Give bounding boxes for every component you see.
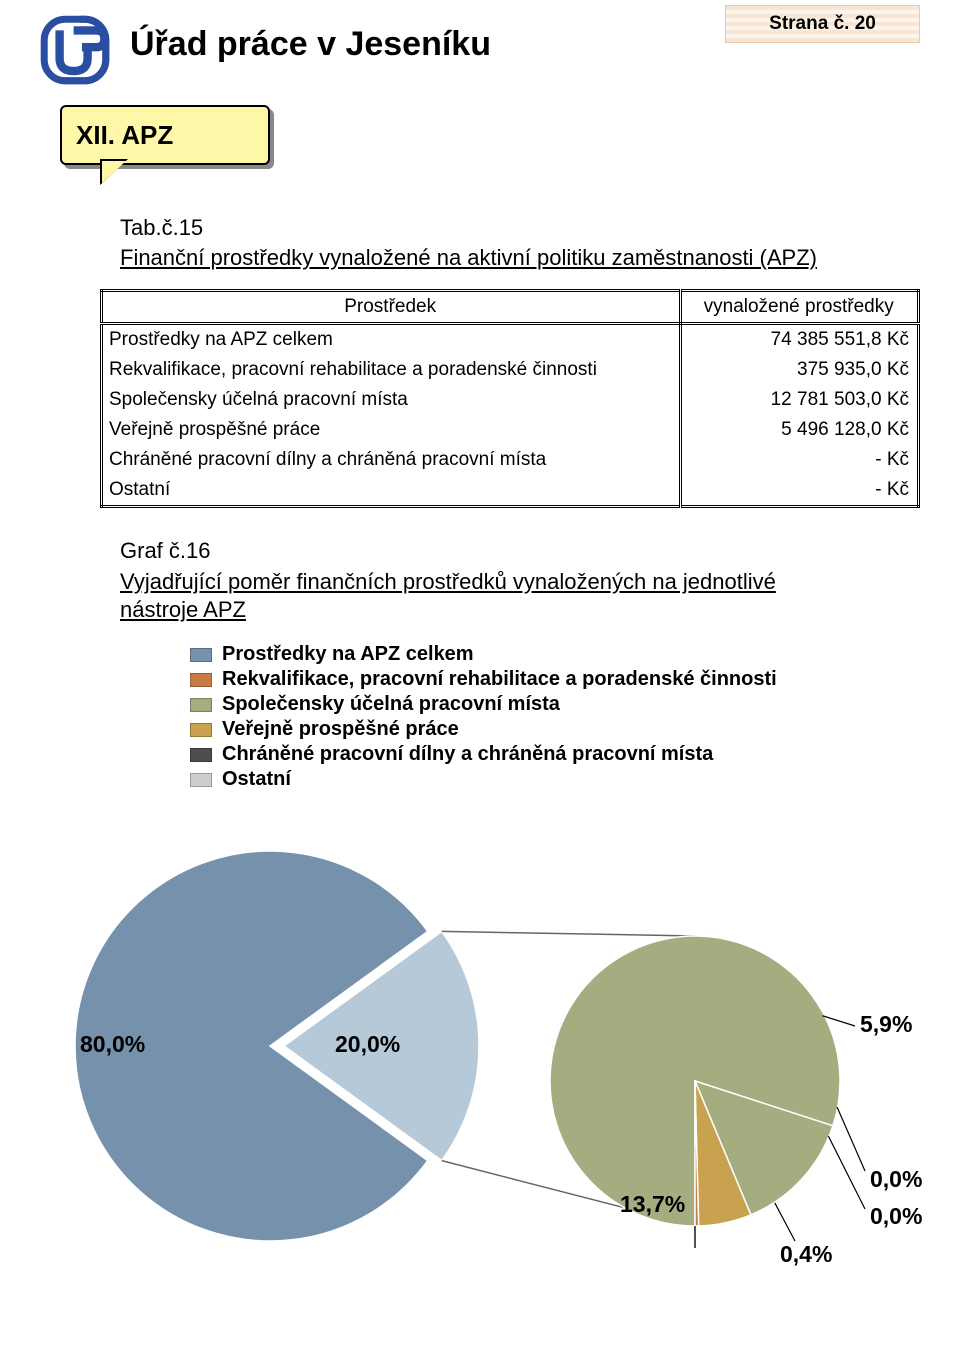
page-title: Úřad práce v Jeseníku: [130, 25, 491, 64]
legend-item: Ostatní: [190, 768, 920, 791]
legend-swatch: [190, 723, 212, 737]
chart-value-label: 13,7%: [620, 1191, 685, 1218]
legend-item: Společensky účelná pracovní místa: [190, 693, 920, 716]
legend-item: Chráněné pracovní dílny a chráněná praco…: [190, 743, 920, 766]
table-cell: 375 935,0 Kč: [681, 355, 919, 385]
legend-swatch: [190, 698, 212, 712]
table-head: vynaložené prostředky: [681, 291, 919, 324]
table-cell: Veřejně prospěšné práce: [102, 415, 681, 445]
table-cell: Chráněné pracovní dílny a chráněná praco…: [102, 445, 681, 475]
table-description: Finanční prostředky vynaložené na aktivn…: [120, 245, 920, 271]
chart-number: Graf č.16: [120, 538, 920, 564]
section-label: XII. APZ: [76, 120, 173, 151]
logo-icon: [40, 15, 110, 85]
chart-value-label: 80,0%: [80, 1031, 145, 1058]
table-number: Tab.č.15: [120, 215, 920, 241]
legend-swatch: [190, 773, 212, 787]
table-cell: 74 385 551,8 Kč: [681, 324, 919, 356]
section-callout: XII. APZ: [60, 105, 270, 165]
page-number-badge: Strana č. 20: [725, 5, 920, 43]
legend-label: Chráněné pracovní dílny a chráněná praco…: [222, 743, 713, 766]
table-cell: Ostatní: [102, 475, 681, 507]
table-head: Prostředek: [102, 291, 681, 324]
legend-swatch: [190, 748, 212, 762]
pie-chart: 80,0%20,0%13,7%5,9%0,4%0,0%0,0%: [60, 821, 940, 1261]
chart-value-label: 5,9%: [860, 1011, 912, 1038]
legend-label: Rekvalifikace, pracovní rehabilitace a p…: [222, 668, 777, 691]
table-cell: - Kč: [681, 475, 919, 507]
chart-value-label: 20,0%: [335, 1031, 400, 1058]
table-cell: - Kč: [681, 445, 919, 475]
legend-label: Ostatní: [222, 768, 291, 791]
legend-swatch: [190, 648, 212, 662]
legend-label: Společensky účelná pracovní místa: [222, 693, 560, 716]
legend-item: Prostředky na APZ celkem: [190, 643, 920, 666]
legend-swatch: [190, 673, 212, 687]
table-cell: Společensky účelná pracovní místa: [102, 385, 681, 415]
chart-value-label: 0,4%: [780, 1241, 832, 1268]
chart-value-label: 0,0%: [870, 1166, 922, 1193]
data-table: Prostředek vynaložené prostředky Prostře…: [100, 289, 920, 508]
chart-legend: Prostředky na APZ celkemRekvalifikace, p…: [190, 643, 920, 791]
chart-description: Vyjadřující poměr finančních prostředků …: [120, 568, 860, 623]
legend-label: Prostředky na APZ celkem: [222, 643, 474, 666]
table-cell: 5 496 128,0 Kč: [681, 415, 919, 445]
legend-item: Veřejně prospěšné práce: [190, 718, 920, 741]
chart-value-label: 0,0%: [870, 1203, 922, 1230]
legend-label: Veřejně prospěšné práce: [222, 718, 459, 741]
table-cell: Prostředky na APZ celkem: [102, 324, 681, 356]
legend-item: Rekvalifikace, pracovní rehabilitace a p…: [190, 668, 920, 691]
table-cell: Rekvalifikace, pracovní rehabilitace a p…: [102, 355, 681, 385]
table-cell: 12 781 503,0 Kč: [681, 385, 919, 415]
